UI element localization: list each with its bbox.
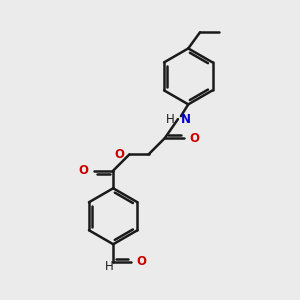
Text: O: O [114, 148, 124, 161]
Text: H: H [166, 112, 175, 126]
Text: O: O [136, 255, 146, 268]
Text: H: H [104, 260, 113, 273]
Text: O: O [79, 164, 89, 177]
Text: N: N [181, 112, 191, 126]
Text: O: O [189, 132, 199, 145]
